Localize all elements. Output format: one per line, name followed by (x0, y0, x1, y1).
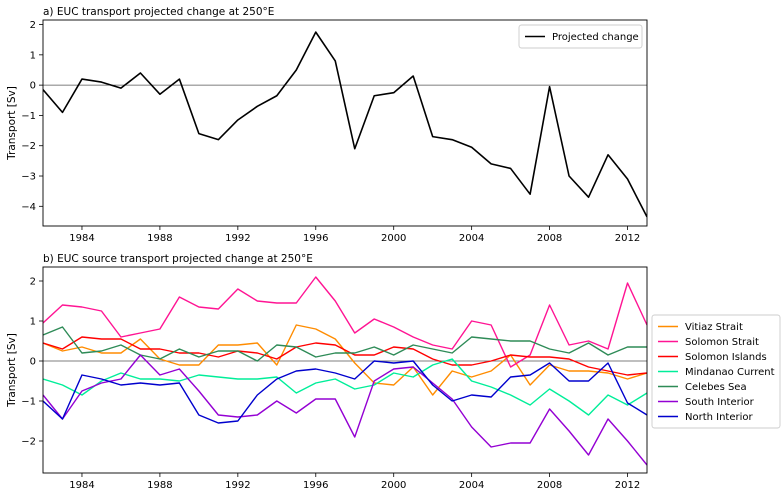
panel-a-y-axis-label: Transport [Sv] (6, 86, 18, 161)
panel-b: b) EUC source transport projected change… (6, 253, 781, 491)
panel-b-legend: Vitiaz Strait Solomon Strait Solomon Islan… (651, 314, 781, 429)
panel-b-y-tick-label: −2 (21, 437, 36, 448)
panel-b-legend-label: Mindanao Current (685, 367, 775, 378)
panel-b-x-tick-label: 1988 (147, 480, 172, 491)
panel-b-series-group (43, 276, 647, 466)
panel-a-y-tick-label: 0 (30, 81, 36, 92)
panel-a-x-tick-label: 1992 (225, 233, 250, 244)
panel-b-legend-label: South Interior (685, 397, 755, 408)
panel-a-y-tick-label: −2 (21, 141, 36, 152)
panel-a: a) EUC transport projected change at 250… (6, 6, 648, 244)
panel-b-x-tick-label: 1992 (225, 480, 250, 491)
panel-a-plot-area: 1984 1988 1992 1996 2000 2004 2008 2012 −4 −3 −2 −1… (21, 19, 648, 244)
panel-a-title: a) EUC transport projected change at 250… (43, 6, 274, 18)
panel-b-y-tick-label: −1 (21, 397, 36, 408)
panel-a-y-tick-label: −3 (21, 172, 36, 183)
panel-b-series-line-solomon-islands (43, 336, 647, 376)
panel-b-series-line-solomon-strait (43, 276, 647, 368)
panel-a-y-tick-label: −1 (21, 111, 36, 122)
panel-a-x-tick-label: 2012 (615, 233, 640, 244)
panel-a-x-tick-label: 1984 (69, 233, 94, 244)
panel-b-y-axis-label: Transport [Sv] (6, 333, 18, 408)
panel-a-x-tick-label: 2008 (537, 233, 562, 244)
panel-b-y-tick-label: 1 (30, 317, 36, 328)
panel-b-legend-label: Solomon Strait (685, 337, 759, 348)
panel-b-legend-label: Celebes Sea (685, 382, 747, 393)
panel-b-plot-area: 1984 1988 1992 1996 2000 2004 2008 2012 −2 −1 0 1 2 (21, 266, 648, 491)
panel-a-y-tick-label: −4 (21, 202, 36, 213)
panel-a-legend: Projected change (518, 24, 643, 49)
panel-a-y-tick-label: 1 (30, 50, 36, 61)
panel-b-legend-label: North Interior (685, 412, 754, 423)
panel-b-legend-label: Vitiaz Strait (685, 322, 743, 333)
panel-b-x-tick-label: 1984 (69, 480, 94, 491)
panel-a-frame (42, 19, 648, 227)
panel-b-x-tick-label: 2004 (459, 480, 484, 491)
panel-b-series-line-south-interior (43, 354, 647, 466)
panel-b-x-tick-label: 2000 (381, 480, 406, 491)
panel-b-x-tick-label: 1996 (303, 480, 328, 491)
panel-b-series-line-north-interior (43, 360, 647, 424)
panel-a-legend-box (518, 24, 643, 49)
panel-b-legend-label: Solomon Islands (685, 352, 767, 363)
panel-b-series-line-vitiaz-strait (43, 324, 647, 396)
panel-b-frame (42, 266, 648, 474)
panel-b-x-tick-label: 2012 (615, 480, 640, 491)
panel-b-series-line-celebes-sea (43, 326, 647, 362)
panel-a-x-tick-label: 1988 (147, 233, 172, 244)
panel-a-legend-label: Projected change (552, 32, 639, 43)
panel-b-y-tick-label: 2 (30, 277, 36, 288)
panel-a-y-tick-label: 2 (30, 20, 36, 31)
panel-a-series-group (43, 31, 647, 218)
panel-a-series-line-projected-change (43, 31, 647, 218)
panel-a-x-tick-label: 1996 (303, 233, 328, 244)
panel-a-x-tick-label: 2000 (381, 233, 406, 244)
panel-b-title: b) EUC source transport projected change… (43, 253, 313, 265)
panel-b-legend-box (651, 314, 781, 429)
panel-a-x-tick-label: 2004 (459, 233, 484, 244)
panel-b-y-tick-label: 0 (30, 357, 36, 368)
panel-b-series-line-mindanao-current (43, 358, 647, 416)
panel-b-x-tick-label: 2008 (537, 480, 562, 491)
